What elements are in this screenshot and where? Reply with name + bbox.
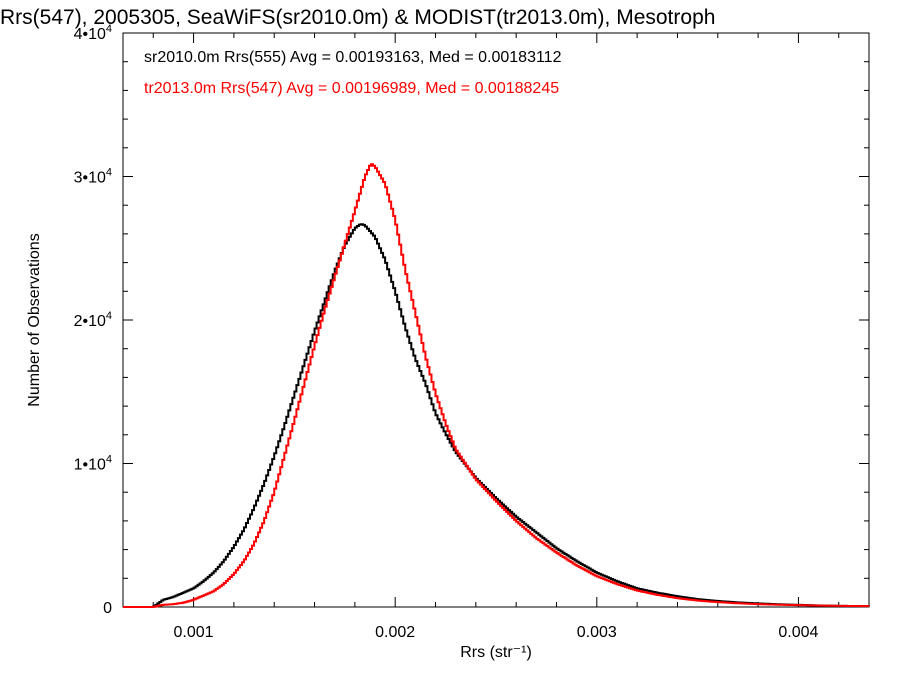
x-axis-ticks: 0.001 0.002 0.003 0.004	[152, 33, 840, 641]
legend-entry-tr: tr2013.0m Rrs(547) Avg = 0.00196989, Med…	[144, 80, 559, 97]
y-tick-label: 2•104	[74, 310, 112, 330]
y-axis-label: Number of Observations	[26, 233, 43, 406]
x-tick-label: 0.001	[174, 624, 214, 641]
series-sr-histogram	[123, 223, 870, 608]
x-axis-label: Rrs (str⁻¹)	[460, 644, 532, 661]
x-tick-label: 0.002	[375, 624, 415, 641]
series-tr-histogram	[123, 163, 870, 608]
x-tick-label: 0.003	[577, 624, 617, 641]
y-tick-label: 1•104	[74, 454, 112, 474]
y-tick-label: 3•104	[74, 167, 112, 187]
y-axis-ticks: 0 1•104 2•104 3•104 4•104	[74, 23, 869, 617]
y-tick-label: 4•104	[74, 23, 112, 43]
plot-frame	[122, 32, 870, 608]
y-tick-label: 0	[103, 600, 112, 617]
series-layer	[123, 163, 870, 608]
x-tick-label: 0.004	[778, 624, 818, 641]
chart-title: Rrs(547), 2005305, SeaWiFS(sr2010.0m) & …	[0, 6, 715, 29]
legend-entry-sr: sr2010.0m Rrs(555) Avg = 0.00193163, Med…	[144, 49, 562, 66]
